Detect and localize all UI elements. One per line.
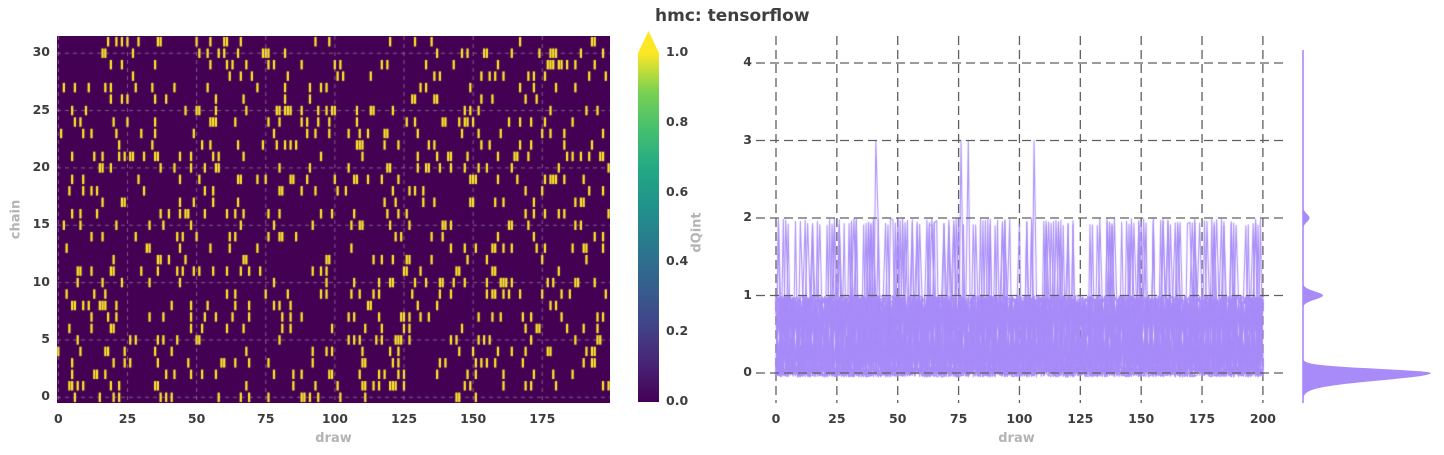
tick-label: 0.6 — [666, 183, 689, 199]
tick-label: 2 — [743, 209, 752, 224]
tick-label: 5 — [41, 330, 50, 346]
tick-label: 25 — [828, 411, 846, 426]
tick-label: 0 — [41, 388, 50, 404]
tick-label: 0.0 — [666, 393, 689, 408]
tick-label: 175 — [529, 411, 556, 426]
tick-label: 20 — [32, 158, 50, 174]
tick-label: 125 — [1067, 411, 1094, 426]
tick-label: 0.4 — [666, 253, 689, 269]
tick-label: 25 — [32, 101, 50, 117]
tick-label: 100 — [1006, 411, 1033, 426]
tick-label: 75 — [257, 411, 275, 426]
tick-label: 15 — [32, 216, 50, 232]
tick-label: 0 — [743, 364, 752, 379]
tick-label: 0.8 — [666, 113, 689, 129]
marginal-density — [1302, 50, 1431, 403]
tick-label: 100 — [321, 411, 348, 426]
tick-label: 1 — [743, 286, 752, 302]
trace-plot-title: hmc: tensorflow — [655, 6, 810, 26]
tick-label: 150 — [1128, 411, 1155, 426]
tick-label: 50 — [187, 411, 206, 426]
trace-xaxis-label: draw — [998, 431, 1035, 446]
tick-label: 75 — [949, 411, 968, 426]
tick-label: 0.2 — [666, 323, 689, 339]
tick-label: 10 — [32, 273, 50, 289]
tick-label: 1.0 — [666, 44, 689, 59]
tick-label: 200 — [1249, 411, 1276, 426]
tick-label: 30 — [32, 44, 50, 60]
colorbar — [638, 31, 659, 402]
tick-label: 4 — [743, 54, 752, 69]
tick-label: 25 — [118, 411, 137, 426]
tick-label: 175 — [1188, 411, 1216, 426]
tick-label: 0 — [54, 411, 63, 426]
trace-lines — [770, 36, 1287, 390]
tick-label: 150 — [460, 411, 487, 426]
tick-label: 125 — [390, 411, 418, 426]
heatmap-xaxis-label: draw — [315, 431, 352, 446]
tick-label: 50 — [889, 411, 907, 426]
tick-label: 3 — [743, 131, 752, 147]
chain-draw-heatmap — [57, 36, 610, 403]
tick-label: 0 — [771, 411, 781, 426]
